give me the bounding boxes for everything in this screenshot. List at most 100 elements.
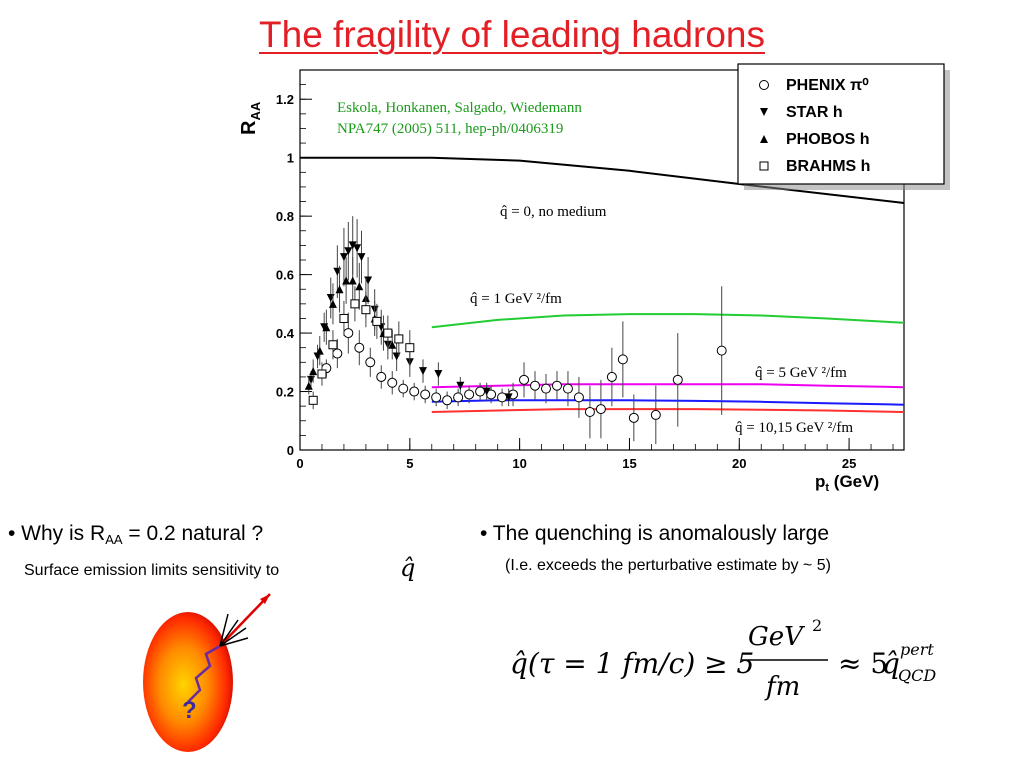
nucleus-question-mark: ? (182, 697, 197, 724)
star-point (326, 294, 335, 302)
x-tick-label: 0 (296, 456, 303, 471)
nucleus-ellipse (143, 612, 233, 752)
phenix-point (672, 374, 683, 385)
star-point (392, 352, 401, 361)
phobos-point (760, 135, 768, 143)
reference-citation: NPA747 (2005) 511, hep-ph/0406319 (337, 121, 563, 137)
phenix-point (628, 412, 639, 423)
leading-hadron-arrow (219, 593, 271, 647)
formula-qhat: q̂ (882, 647, 900, 680)
curve-label: q̂ = 1 GeV ²/fm (470, 291, 562, 307)
star-point (306, 375, 315, 384)
star-point (482, 387, 491, 396)
phobos-point (315, 346, 324, 355)
formula-numerator: GeV (748, 622, 805, 652)
chart-labels: RAA pt (GeV) Eskola, Honkanen, Salgado, Wi… (238, 100, 879, 494)
curve-label: q̂ = 10,15 GeV ²/fm (735, 420, 853, 436)
brahms-point (361, 305, 371, 315)
phobos-point (335, 285, 344, 294)
x-tick-label: 10 (512, 456, 526, 471)
legend-entry: PHOBOS h (786, 131, 870, 148)
brahms-point (339, 313, 349, 323)
star-point (339, 253, 348, 262)
phobos-point (388, 340, 397, 349)
curve-label: q̂ = 0, no medium (500, 204, 607, 220)
model-curve (431, 383, 905, 389)
star-point (364, 276, 373, 285)
star-point (760, 108, 768, 116)
phenix-point (420, 389, 431, 400)
phenix-point (584, 407, 595, 417)
phobos-point (309, 367, 318, 376)
phenix-point (464, 389, 475, 400)
brahms-point (372, 316, 382, 326)
phenix-point (617, 354, 628, 365)
phobos-point (328, 299, 337, 308)
formula-sup: pert (900, 640, 934, 659)
bullet-why-raa: • Why is RAA = 0.2 natural ? (8, 522, 264, 547)
x-tick-label: 25 (842, 456, 856, 471)
model-curve (431, 408, 905, 413)
star-point (418, 367, 427, 376)
raa-chart: 0 0.2 0.4 0.6 0.8 1 1.2 0 5 10 15 20 25 RAA pt (GeV) E… (238, 63, 950, 494)
phenix-point (759, 80, 769, 90)
phenix-point (497, 392, 508, 403)
y-tick-label: 0.8 (276, 209, 294, 224)
phenix-point (453, 392, 464, 403)
brahms-point (328, 340, 338, 350)
x-tick-label: 20 (732, 456, 746, 471)
x-tick-label: 15 (622, 456, 636, 471)
y-tick-label: 0.4 (276, 326, 295, 341)
qhat-formula: q̂(τ = 1 fm/c) ≥ 5 GeV 2 fm ≈ 5 q̂ pert … (510, 616, 936, 702)
x-tick-label: 5 (406, 456, 413, 471)
y-tick-label: 1.2 (276, 92, 294, 107)
brahms-point (405, 343, 415, 353)
phenix-point (387, 377, 398, 388)
legend-entry: BRAHMS h (786, 158, 870, 175)
reference-authors: Eskola, Honkanen, Salgado, Wiedemann (337, 100, 582, 116)
brahms-point (383, 328, 393, 338)
phenix-point (431, 392, 442, 403)
right-subtext: (I.e. exceeds the perturbative estimate … (505, 557, 831, 574)
phenix-point (376, 371, 387, 382)
y-tick-label: 0.6 (276, 268, 294, 283)
star-point (434, 370, 443, 378)
phobos-point (304, 381, 313, 390)
legend-entry: PHENIX π⁰ (786, 77, 869, 94)
phenix-point (332, 348, 343, 359)
brahms-point (759, 161, 769, 171)
y-axis-label: RAA (238, 101, 263, 135)
brahms-point (394, 334, 404, 344)
star-point (357, 253, 366, 262)
phenix-point (409, 386, 420, 397)
phenix-point (519, 374, 530, 385)
y-tick-label: 0.2 (276, 385, 294, 400)
phenix-point (650, 409, 661, 420)
brahms-point (350, 299, 360, 309)
phenix-point (551, 380, 562, 391)
formula-approx: ≈ 5 (838, 647, 888, 680)
phenix-point (540, 383, 551, 394)
x-axis-label: pt (GeV) (815, 472, 879, 494)
bullet-quenching: • The quenching is anomalously large (480, 522, 830, 545)
star-point (333, 267, 342, 276)
formula-numerator-power: 2 (812, 616, 822, 635)
phenix-point (595, 404, 606, 415)
phobos-point (355, 282, 364, 291)
star-point (504, 393, 513, 402)
star-point (353, 244, 362, 253)
phenix-point (442, 395, 453, 406)
y-tick-label: 1 (287, 151, 294, 166)
phenix-point (365, 357, 376, 368)
phobos-point (322, 323, 331, 332)
brahms-point (308, 395, 318, 405)
legend-box (737, 63, 945, 185)
phobos-point (348, 276, 357, 285)
left-subtext: Surface emission limits sensitivity to (24, 562, 280, 579)
formula-sub: QCD (898, 666, 936, 685)
slide-title: The fragility of leading hadrons (259, 14, 765, 55)
phenix-point (530, 380, 541, 391)
star-point (456, 381, 465, 390)
plot-axes: 0 0.2 0.4 0.6 0.8 1 1.2 0 5 10 15 20 25 (276, 69, 905, 471)
y-tick-label: 0 (287, 443, 294, 458)
